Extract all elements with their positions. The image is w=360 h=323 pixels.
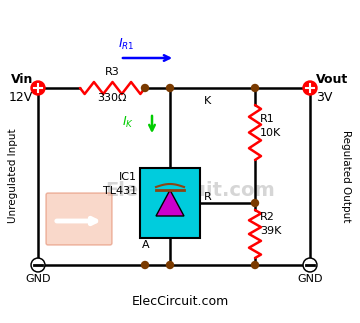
Text: $I_{R1}$: $I_{R1}$ — [118, 37, 135, 52]
Text: GND: GND — [297, 274, 323, 284]
Circle shape — [252, 200, 258, 206]
Circle shape — [31, 81, 45, 95]
Text: 330Ω: 330Ω — [97, 93, 127, 103]
Text: R3: R3 — [105, 67, 120, 77]
Text: R2: R2 — [260, 212, 275, 222]
Text: 3V: 3V — [316, 90, 332, 103]
Text: R: R — [204, 192, 212, 202]
Text: Unregulated Input: Unregulated Input — [8, 129, 18, 223]
Text: 10K: 10K — [260, 128, 281, 138]
Circle shape — [167, 262, 174, 268]
Circle shape — [305, 259, 315, 270]
Circle shape — [167, 85, 174, 91]
Circle shape — [303, 81, 317, 95]
Text: GND: GND — [25, 274, 51, 284]
Circle shape — [141, 262, 149, 268]
Text: 12V: 12V — [9, 90, 33, 103]
Bar — [140, 168, 200, 238]
Text: 39K: 39K — [260, 226, 282, 236]
Text: K: K — [204, 96, 211, 106]
Circle shape — [32, 259, 44, 270]
Circle shape — [252, 262, 258, 268]
FancyBboxPatch shape — [46, 193, 112, 245]
Polygon shape — [156, 190, 184, 216]
Text: A: A — [142, 240, 150, 250]
Circle shape — [303, 258, 317, 272]
Text: Vout: Vout — [316, 72, 348, 86]
Circle shape — [141, 85, 149, 91]
Circle shape — [31, 258, 45, 272]
Text: ElecCircuit.com: ElecCircuit.com — [131, 295, 229, 308]
Text: IC1: IC1 — [119, 172, 137, 182]
Text: $I_K$: $I_K$ — [122, 115, 134, 130]
Text: Regulated Output: Regulated Output — [341, 130, 351, 222]
Circle shape — [252, 85, 258, 91]
Text: TL431: TL431 — [103, 186, 137, 196]
Text: Vin: Vin — [11, 72, 33, 86]
Text: ElecCircuit.com: ElecCircuit.com — [105, 181, 275, 200]
Text: R1: R1 — [260, 114, 275, 124]
